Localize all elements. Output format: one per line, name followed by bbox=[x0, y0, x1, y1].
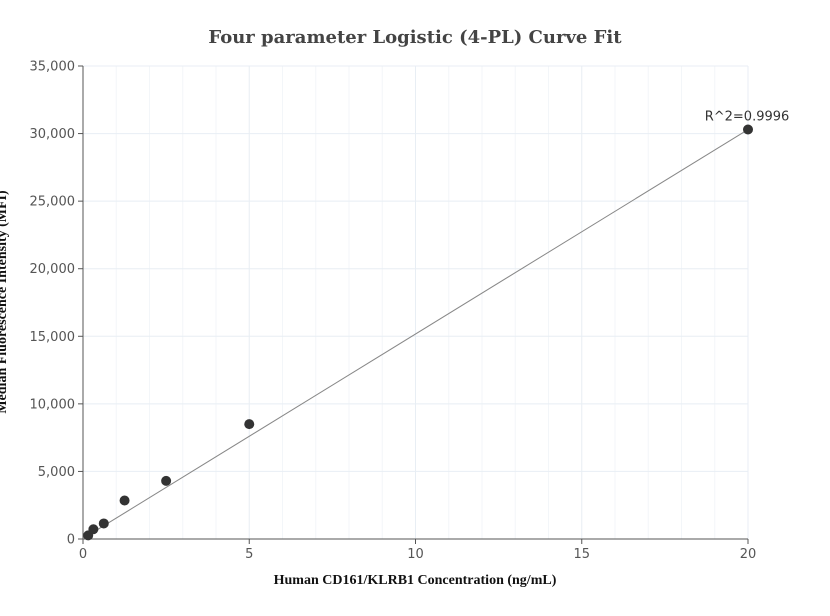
tick-labels: 0 5,000 10,000 15,000 20,000 25,000 30,000 35,0… bbox=[30, 60, 757, 563]
y-tick-label: 20,000 bbox=[30, 262, 76, 277]
x-tick-label: 5 bbox=[245, 547, 253, 562]
y-tick-label: 25,000 bbox=[30, 195, 76, 210]
y-tick-label: 5,000 bbox=[38, 465, 75, 480]
x-tick-label: 20 bbox=[740, 547, 757, 562]
data-point bbox=[119, 495, 130, 506]
y-tick-label: 10,000 bbox=[30, 397, 76, 412]
y-tick-label: 15,000 bbox=[30, 330, 76, 345]
plot-area bbox=[83, 124, 753, 541]
data-point bbox=[88, 524, 99, 535]
r-squared-annotation: R^2=0.9996 bbox=[705, 110, 790, 125]
fit-curve bbox=[87, 129, 749, 536]
axes bbox=[78, 65, 749, 544]
x-tick-label: 0 bbox=[79, 547, 87, 562]
x-axis-title: Human CD161/KLRB1 Concentration (ng/mL) bbox=[274, 573, 557, 588]
y-tick-label: 30,000 bbox=[30, 127, 76, 142]
x-tick-label: 10 bbox=[407, 547, 424, 562]
y-tick-label: 0 bbox=[67, 533, 75, 548]
y-axis-title: Median Fluorescence Intensity (MFI) bbox=[0, 190, 10, 414]
data-point bbox=[244, 419, 255, 430]
data-point bbox=[98, 518, 109, 529]
data-point bbox=[161, 475, 172, 486]
chart-title: Four parameter Logistic (4-PL) Curve Fit bbox=[208, 27, 622, 48]
x-tick-label: 15 bbox=[573, 547, 590, 562]
y-tick-label: 35,000 bbox=[30, 60, 76, 75]
grid bbox=[83, 65, 749, 539]
data-point bbox=[743, 124, 753, 135]
